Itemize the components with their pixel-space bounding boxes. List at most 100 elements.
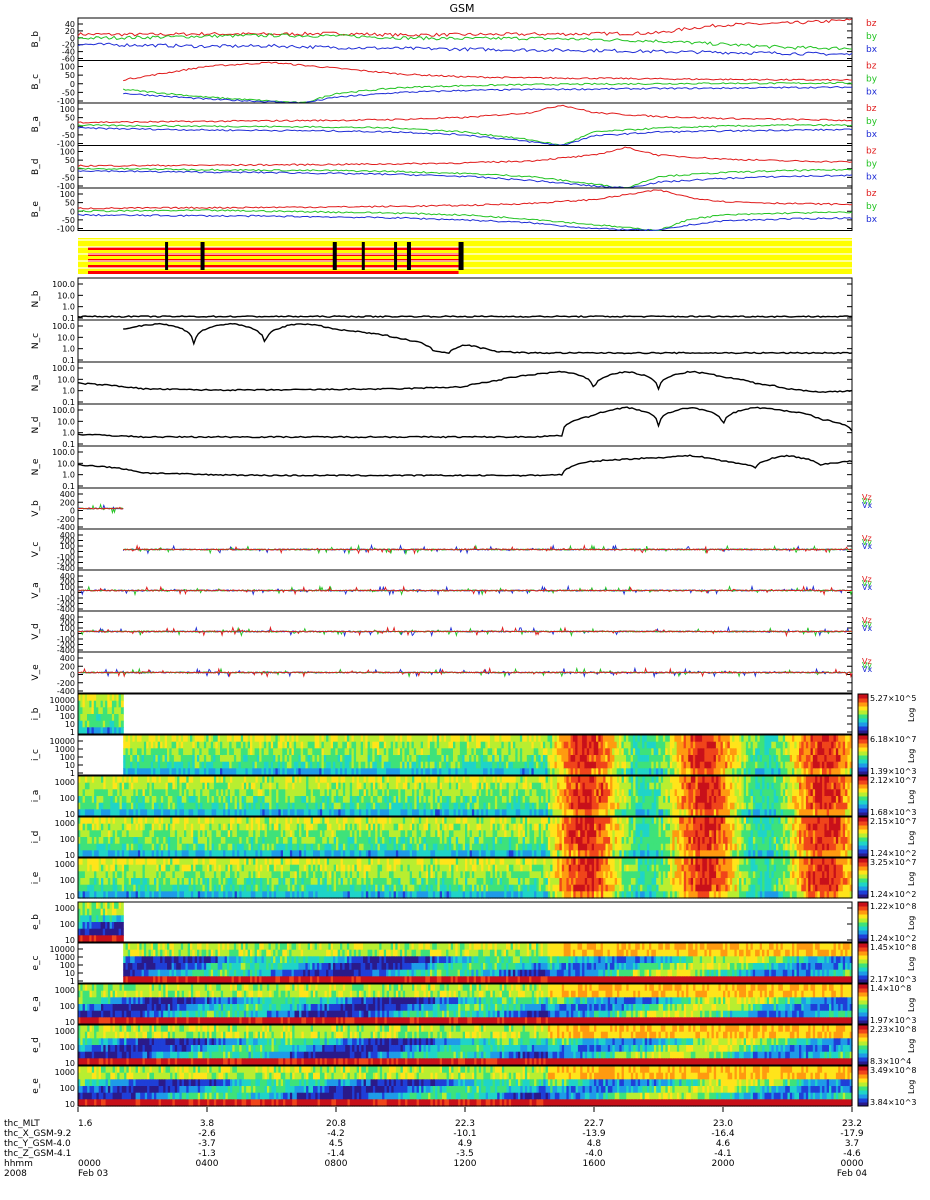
n-panel-2-tick-1: 10.0	[57, 375, 75, 384]
i-panel-1-cell	[150, 761, 154, 769]
i-panel-1-cell	[418, 748, 422, 756]
n-panel-4-tick-3: 0.1	[62, 482, 75, 491]
i-panel-2-cell	[340, 809, 344, 817]
i-panel-2-cell	[780, 776, 784, 784]
i-panel-2-cell	[418, 809, 422, 817]
i-panel-2-cell	[727, 789, 731, 797]
i-panel-2-cell	[255, 789, 259, 797]
i-panel-1-cell	[614, 768, 618, 776]
b-panel-3-tick-2: 0	[70, 165, 75, 174]
i-panel-2-cell	[287, 776, 291, 784]
i-panel-2-cell	[552, 789, 556, 797]
i-panel-2-cell	[128, 776, 132, 784]
i-panel-2-cell	[771, 796, 775, 804]
i-panel-2-cell	[718, 776, 722, 784]
i-panel-1-cell	[840, 735, 844, 743]
v-panel-4-legend-Vx: Vx	[862, 665, 872, 674]
b-panel-2-tick-4: -100	[57, 140, 75, 149]
i-panel-2-cell	[835, 802, 839, 810]
i-panel-2-cell	[448, 782, 452, 790]
i-panel-2-cell	[140, 776, 144, 784]
i-panel-2-cell	[732, 802, 736, 810]
i-panel-1-cell	[711, 755, 715, 763]
i-panel-1-cell	[220, 741, 223, 749]
i-panel-2-cell	[527, 776, 531, 784]
i-panel-2-cell	[121, 796, 125, 804]
i-panel-2-cell	[207, 809, 210, 817]
i-panel-2-cell	[787, 809, 791, 817]
i-panel-3-cell	[190, 823, 194, 831]
i-panel-1-cell	[559, 761, 562, 769]
i-panel-1-cell	[333, 755, 336, 763]
i-panel-1-cell	[501, 741, 505, 749]
i-panel-3-cell	[165, 823, 169, 831]
i-panel-2-cell	[778, 776, 782, 784]
i-panel-1-cell	[429, 748, 433, 756]
i-panel-3-cell	[98, 823, 102, 831]
i-panel-1-cell	[413, 768, 417, 776]
i-panel-2-cell	[773, 782, 777, 790]
i-panel-2-cell	[310, 796, 314, 804]
i-panel-1-cell	[155, 755, 159, 763]
i-panel-3-cell	[167, 823, 171, 831]
i-panel-2-cell	[253, 776, 256, 784]
i-panel-2-cell	[243, 809, 247, 817]
i-panel-1-cell	[171, 748, 175, 756]
i-panel-1-cell	[822, 768, 825, 776]
i-panel-1-cell	[736, 755, 740, 763]
i-panel-3-cell	[197, 817, 201, 825]
i-panel-1-cell	[531, 748, 535, 756]
i-panel-1-cell	[499, 768, 502, 776]
i-panel-1-cell	[752, 741, 756, 749]
i-panel-2-cell	[462, 796, 466, 804]
i-panel-1-cell	[554, 735, 558, 743]
i-panel-2-cell	[197, 802, 201, 810]
i-panel-2-cell	[248, 776, 252, 784]
i-panel-2-cell	[211, 796, 215, 804]
i-panel-2-cell	[338, 802, 342, 810]
i-panel-3-cell	[216, 837, 220, 845]
b-panel-1-legend-bx: bx	[866, 88, 878, 98]
i-panel-1-cell	[130, 741, 133, 749]
i-panel-1-cell	[612, 755, 615, 763]
i-panel-1-cell	[639, 748, 643, 756]
i-panel-1-cell	[669, 761, 673, 769]
i-panel-2-cell	[409, 809, 413, 817]
i-panel-1-cell	[609, 755, 613, 763]
i-panel-2-cell	[739, 782, 742, 790]
i-panel-3-cell	[114, 823, 118, 831]
i-panel-3-cell	[225, 850, 229, 858]
i-panel-3-cell	[253, 830, 256, 838]
i-panel-1-cell	[423, 755, 426, 763]
i-panel-1-cell	[695, 741, 699, 749]
i-panel-2-cell	[688, 782, 692, 790]
i-panel-1-cell	[706, 761, 710, 769]
i-panel-1-cell	[137, 768, 140, 776]
i-panel-2-cell	[623, 782, 627, 790]
i-panel-2-cell	[617, 782, 620, 790]
i-panel-0-cell	[105, 714, 108, 722]
i-panel-2-cell	[425, 776, 429, 784]
i-panel-2-cell	[460, 789, 464, 797]
i-panel-1-cell	[796, 755, 800, 763]
i-panel-3-cell	[94, 843, 97, 851]
i-panel-1-cell	[748, 735, 752, 743]
i-panel-2-cell	[651, 782, 655, 790]
i-panel-1-cell	[434, 735, 438, 743]
i-panel-2-cell	[490, 782, 494, 790]
i-panel-2-cell	[322, 789, 326, 797]
i-panel-2-cell	[177, 809, 180, 817]
i-panel-1-cell	[743, 755, 747, 763]
i-panel-3-cell	[110, 837, 114, 845]
i-panel-2-cell	[204, 802, 208, 810]
i-panel-1-cell	[337, 748, 341, 756]
i-panel-2-cell	[368, 776, 372, 784]
i-panel-2-cell	[391, 802, 395, 810]
i-panel-1-cell	[130, 768, 133, 776]
i-panel-2-cell	[695, 789, 699, 797]
i-panel-1-cell	[727, 748, 731, 756]
i-panel-1-cell	[178, 748, 182, 756]
i-panel-2-cell	[476, 782, 480, 790]
i-panel-2-cell	[492, 776, 496, 784]
i-panel-3-cell	[232, 823, 236, 831]
